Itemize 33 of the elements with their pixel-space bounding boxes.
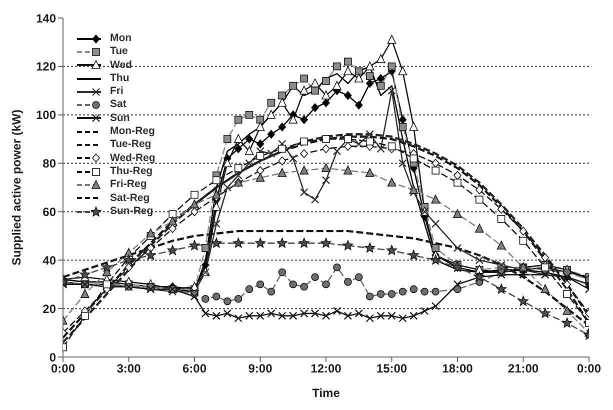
legend-label: Sun-Reg [110, 204, 154, 218]
y-tick-label: 140 [36, 11, 56, 26]
legend-label: Wed [110, 58, 132, 72]
x-tick-label: 0:00 [50, 362, 76, 376]
x-tick-label: 0:00 [576, 362, 602, 376]
legend-label: Sat-Reg [110, 192, 150, 205]
legend-label: Mon [110, 32, 132, 46]
legend-label: Tue-Reg [110, 138, 152, 152]
x-tick-label: 12:00 [310, 362, 342, 376]
legend-label: Sun [110, 112, 130, 126]
legend-label: Sat [110, 98, 126, 112]
legend-label: Thu-Reg [110, 164, 153, 178]
y-tick-label: 80 [42, 156, 56, 171]
y-tick-label: 100 [36, 108, 56, 122]
legend-label: Mon-Reg [110, 125, 155, 138]
x-axis-title: Time [312, 386, 340, 400]
y-tick-label: 0 [49, 350, 56, 364]
legend-label: Fri [110, 85, 124, 98]
x-tick-label: 9:00 [248, 362, 273, 376]
legend-label: Wed-Reg [110, 152, 156, 165]
y-tick-label: 120 [36, 60, 56, 74]
y-tick-label: 20 [42, 302, 56, 316]
x-tick-label: 6:00 [182, 362, 207, 376]
y-tick-label: 40 [42, 253, 56, 268]
legend-label: Thu [110, 72, 130, 86]
x-tick-label: 3:00 [116, 362, 142, 376]
legend-label: Fri-Reg [110, 178, 147, 192]
y-tick-label: 60 [42, 204, 56, 219]
x-tick-label: 18:00 [442, 362, 474, 376]
x-tick-label: 15:00 [376, 362, 408, 376]
y-axis-title: Supplied active power (kW) [9, 109, 24, 266]
legend-label: Tue [110, 45, 128, 59]
x-tick-label: 21:00 [508, 362, 539, 376]
